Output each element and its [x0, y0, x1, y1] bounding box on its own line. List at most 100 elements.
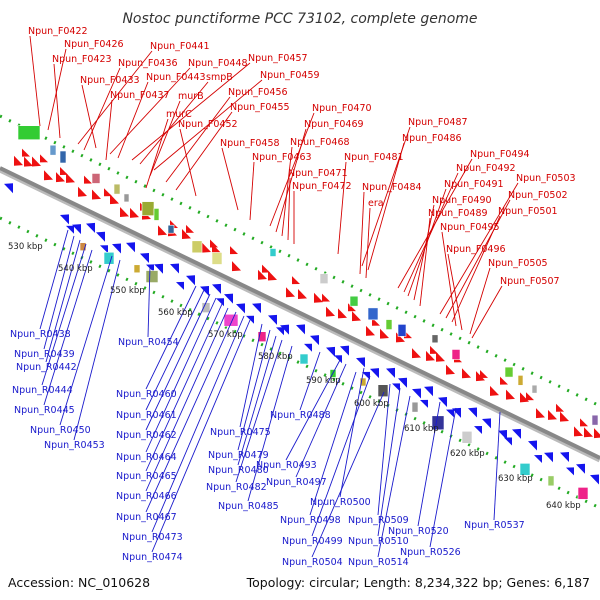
forward-gene-label: Npun_F0437: [110, 90, 170, 101]
forward-gene-arrow: [292, 276, 300, 285]
reverse-gene-arrow: [154, 263, 163, 274]
kbp-tick-label: 600 kbp: [354, 399, 389, 409]
reverse-gene-arrow: [280, 324, 289, 335]
gene-box: [349, 295, 359, 307]
forward-gene-arrow: [32, 156, 41, 167]
gene-box: [167, 224, 175, 234]
forward-gene-arrow: [506, 389, 515, 400]
reverse-leader-line: [43, 249, 93, 406]
reverse-gene-arrow: [504, 437, 512, 446]
forward-gene-arrow: [446, 364, 455, 375]
reverse-gene-arrow: [560, 452, 569, 463]
reverse-leader-line: [73, 259, 121, 441]
forward-gene-label: Npun_F0468: [290, 137, 350, 148]
forward-gene-arrow: [186, 224, 194, 233]
reverse-gene-label: Npun_R0444: [12, 385, 73, 396]
forward-gene-arrow: [104, 188, 112, 197]
reverse-gene-arrow: [512, 428, 521, 439]
forward-gene-label: Npun_F0491: [444, 179, 504, 190]
forward-gene-arrow: [560, 411, 569, 422]
forward-gene-arrow: [232, 261, 241, 272]
gene-box: [367, 307, 379, 321]
forward-leader-line: [451, 215, 501, 323]
forward-leader-line: [275, 128, 307, 233]
forward-genes: [14, 125, 600, 439]
reverse-gene-arrow: [236, 303, 245, 314]
forward-gene-label: Npun_F0496: [446, 244, 506, 255]
forward-gene-arrow: [412, 348, 421, 359]
forward-gene-arrow: [298, 289, 307, 300]
gene-box: [153, 208, 160, 221]
forward-gene-label: Npun_F0484: [362, 182, 422, 193]
reverse-gene-arrow: [66, 225, 74, 234]
forward-leader-line: [145, 118, 169, 189]
kbp-tick-label: 590 kbp: [306, 376, 341, 386]
reverse-gene-arrow: [200, 286, 209, 297]
forward-gene-arrow: [580, 418, 588, 427]
forward-gene-arrow: [158, 225, 167, 236]
forward-leader-line: [139, 81, 209, 165]
forward-gene-arrow: [338, 308, 347, 319]
reverse-gene-arrow: [576, 463, 585, 474]
reverse-gene-arrow: [326, 346, 335, 357]
summary-text: Topology: circular; Length: 8,234,322 bp…: [246, 575, 590, 590]
forward-gene-arrow: [314, 292, 323, 303]
forward-gene-label: Npun_F0492: [456, 163, 516, 174]
reverse-leader-line: [151, 319, 251, 553]
forward-gene-label: Npun_F0507: [500, 276, 560, 287]
forward-leader-line: [131, 62, 251, 161]
reverse-gene-label: Npun_R0488: [270, 410, 331, 421]
gene-box: [113, 183, 121, 195]
gene-box: [531, 384, 538, 394]
forward-gene-arrow: [262, 264, 270, 273]
kbp-tick-label: 610 kbp: [404, 424, 439, 434]
reverse-gene-arrow: [224, 293, 233, 304]
reverse-leader-line: [311, 375, 371, 537]
forward-leader-line: [77, 50, 153, 145]
reverse-gene-arrow: [186, 275, 195, 286]
reverse-gene-arrow: [566, 467, 574, 476]
forward-gene-label: Npun_F0433: [80, 75, 140, 86]
forward-leader-line: [249, 161, 255, 221]
forward-gene-arrow: [84, 175, 92, 184]
forward-leader-line: [337, 161, 347, 255]
reverse-gene-label: Npun_R0485: [218, 501, 279, 512]
forward-gene-arrow: [322, 293, 330, 302]
forward-gene-arrow: [574, 426, 583, 437]
forward-gene-arrow: [130, 207, 139, 218]
forward-gene-arrow: [430, 345, 438, 354]
gene-box: [385, 319, 393, 330]
reverse-gene-label: Npun_R0454: [118, 337, 179, 348]
forward-gene-arrow: [366, 325, 375, 336]
forward-gene-label: Npun_F0486: [402, 133, 462, 144]
reverse-gene-arrow: [100, 245, 108, 254]
reverse-gene-label: Npun_R0445: [14, 405, 75, 416]
forward-gene-label: Npun_F0472: [292, 181, 352, 192]
forward-gene-arrow: [230, 246, 238, 255]
forward-gene-label: era: [368, 198, 384, 209]
kbp-tick-label: 550 kbp: [110, 286, 145, 296]
reverse-gene-label: Npun_R0498: [280, 515, 341, 526]
reverse-gene-arrow: [252, 303, 261, 314]
reverse-leader-line: [429, 407, 457, 548]
reverse-leader-line: [417, 401, 441, 527]
forward-gene-arrow: [110, 194, 119, 205]
forward-gene-arrow: [40, 154, 48, 163]
forward-leader-line: [359, 191, 365, 275]
reverse-gene-label: Npun_R0438: [10, 329, 71, 340]
reverse-gene-label: Npun_R0480: [208, 465, 269, 476]
reverse-leader-line: [339, 367, 365, 498]
forward-gene-arrow: [490, 385, 499, 396]
forward-leader-line: [287, 177, 291, 241]
forward-gene-arrow: [210, 239, 218, 248]
reverse-gene-arrow: [212, 283, 221, 294]
forward-gene-arrow: [436, 351, 445, 362]
forward-leader-line: [367, 142, 405, 271]
upper-dotted-line: [0, 114, 600, 408]
reverse-gene-arrow: [498, 430, 507, 441]
forward-gene-label: Npun_F0443: [146, 72, 206, 83]
reverse-leader-line: [59, 255, 113, 426]
reverse-gene-label: Npun_R0479: [208, 450, 269, 461]
forward-leader-line: [53, 63, 61, 139]
